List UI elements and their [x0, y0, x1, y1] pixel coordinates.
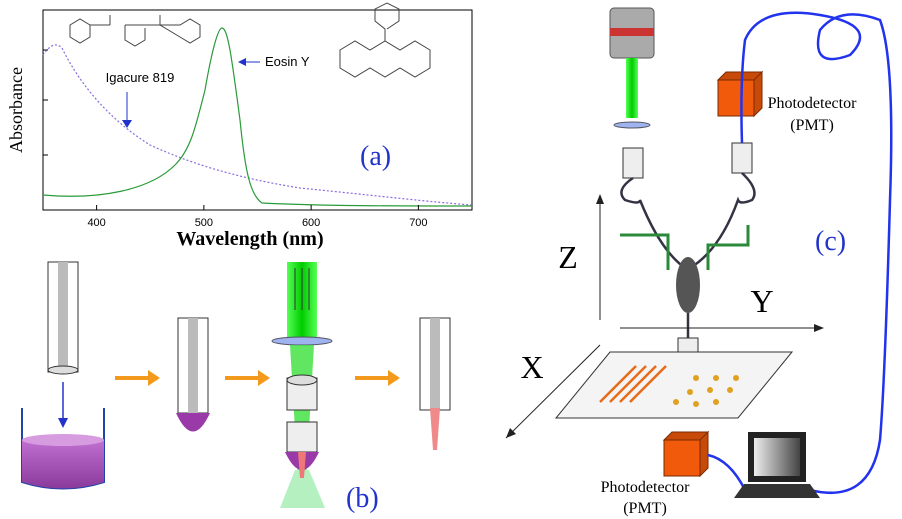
fiber-end [48, 366, 78, 374]
detector-label: Photodetector [601, 479, 691, 496]
substrate [556, 352, 792, 418]
laser-beam [626, 58, 638, 118]
fiber [732, 143, 752, 173]
molecule [70, 3, 430, 77]
x-axis-label: Wavelength (nm) [176, 228, 323, 250]
arrowhead [596, 194, 604, 204]
fiber-core [58, 262, 68, 370]
axis-label: Y [750, 283, 773, 319]
fiber-holder [678, 338, 698, 352]
annotation: Igacure 819 [106, 70, 175, 85]
resin [22, 440, 104, 489]
arrowhead [122, 120, 132, 128]
step-arrow [115, 370, 160, 386]
y-axis-label: Absorbance [6, 67, 26, 153]
detector-label: Photodetector [768, 95, 858, 112]
axis-label: X [520, 349, 543, 385]
x-tick-label: 500 [195, 217, 213, 229]
x-tick-label: 400 [87, 217, 105, 229]
droplet [176, 413, 210, 432]
cable [708, 455, 745, 490]
eosin-curve [43, 28, 472, 206]
x-tick-label: 700 [409, 217, 427, 229]
panel-b: (b) [22, 262, 450, 514]
arrowhead [238, 58, 246, 66]
panel-label: (b) [346, 483, 379, 514]
laptop-display [754, 438, 800, 476]
axis-label: Z [558, 239, 578, 275]
detector-label: (PMT) [790, 117, 834, 134]
arrowhead [814, 324, 824, 332]
objective-band [610, 28, 654, 36]
photodetector-box [664, 440, 700, 476]
igacure-curve [43, 45, 472, 205]
fiber-coupler [621, 173, 754, 268]
laptop-base [734, 484, 820, 498]
panel-a: Absorbance Wavelength (nm) Igacure 819 E… [6, 3, 472, 250]
annotation: Eosin Y [265, 54, 310, 69]
fiber-core [188, 318, 198, 413]
panel-c: Z Y X Photodetector (PMT) Photodetector … [506, 8, 891, 517]
panel-label: (c) [815, 226, 846, 257]
step-arrow [355, 370, 400, 386]
coupler [676, 257, 700, 313]
resin-surface [22, 434, 104, 446]
arrowhead [58, 418, 68, 428]
lens [272, 337, 332, 345]
photodetector-box [718, 80, 754, 116]
lens [614, 122, 650, 128]
step-arrow [225, 370, 270, 386]
page: Absorbance Wavelength (nm) Igacure 819 E… [0, 0, 902, 519]
fiber-end [287, 375, 317, 385]
panel-label: (a) [360, 141, 391, 172]
fiber [287, 422, 317, 452]
fiber-core [430, 318, 440, 408]
detector-label: (PMT) [623, 500, 667, 517]
fiber [623, 148, 643, 178]
tip [430, 408, 440, 450]
x-tick-label: 600 [302, 217, 320, 229]
figure: Absorbance Wavelength (nm) Igacure 819 E… [0, 0, 902, 519]
y-ticks [43, 50, 48, 155]
